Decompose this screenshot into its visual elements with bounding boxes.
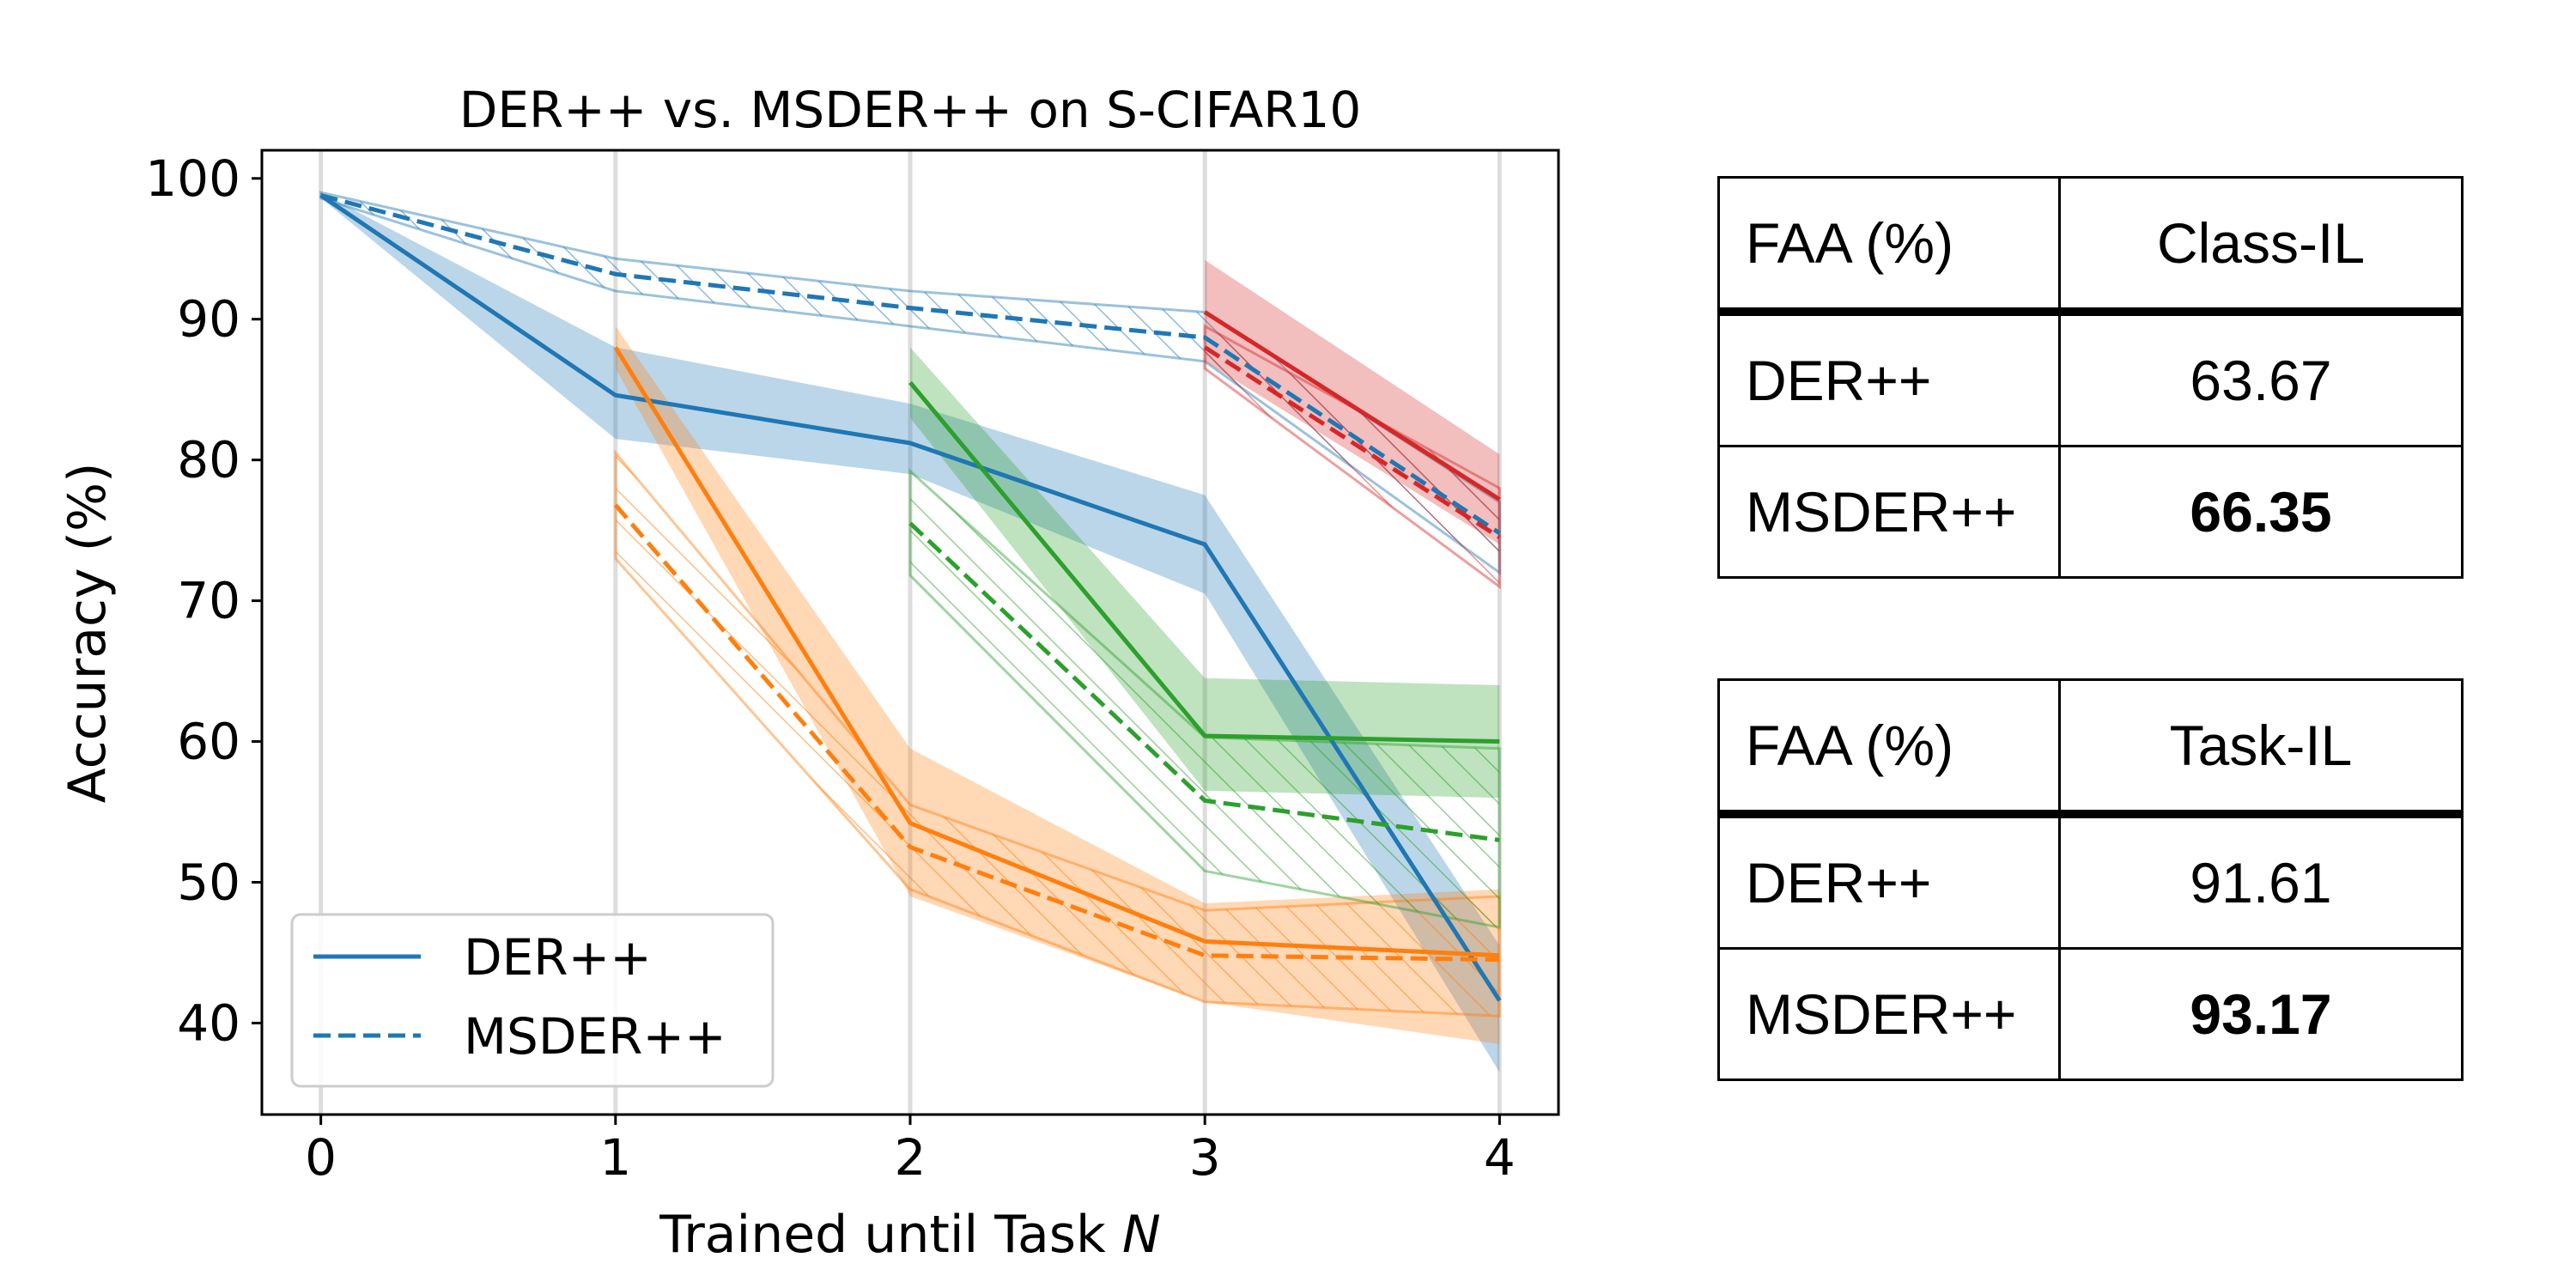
- line-task-2-msderpp: [613, 503, 1500, 963]
- task-il-row-msder-label: MSDER++: [1717, 947, 2061, 1081]
- x-axis-label: Trained until Task N: [659, 1205, 1160, 1265]
- line-task-1-derpp: [319, 193, 1502, 1002]
- x-tick-label: 2: [895, 1128, 927, 1187]
- line-task-3-derpp: [908, 380, 1500, 744]
- class-il-header-row: FAA (%) Class-IL: [1717, 176, 2464, 316]
- legend-der-label: DER++: [464, 928, 652, 987]
- task-il-header-row: FAA (%) Task-IL: [1717, 678, 2464, 818]
- accuracy-chart: DER++ vs. MSDER++ on S-CIFAR10 0 1 2 3 4 40 5…: [58, 81, 1560, 1265]
- y-axis-label: Accuracy (%): [58, 463, 118, 804]
- task-il-header-label: FAA (%): [1717, 678, 2061, 818]
- x-tick-label: 3: [1189, 1128, 1221, 1187]
- x-axis-label-text: Trained until Task: [659, 1205, 1122, 1265]
- x-axis-ticks: 0 1 2 3 4: [305, 1115, 1516, 1187]
- band-task-3-derpp: [910, 347, 1500, 799]
- y-tick-label: 100: [145, 149, 240, 208]
- legend-msder-label: MSDER++: [464, 1007, 726, 1066]
- y-tick-label: 50: [177, 853, 240, 911]
- y-axis-ticks: 40 50 60 70 80 90 100: [145, 149, 262, 1052]
- class-il-header-label: FAA (%): [1717, 176, 2061, 316]
- task-il-header-value: Task-IL: [2058, 678, 2464, 818]
- table-row: MSDER++ 66.35: [1717, 445, 2464, 579]
- x-axis-label-variable: N: [1122, 1205, 1161, 1265]
- table-row: DER++ 63.67: [1717, 310, 2464, 447]
- chart-title: DER++ vs. MSDER++ on S-CIFAR10: [459, 81, 1362, 139]
- y-tick-label: 90: [177, 290, 240, 349]
- task-il-row-msder-value: 93.17: [2058, 947, 2464, 1081]
- band-task-4-msderpp: [1203, 324, 1501, 590]
- y-tick-label: 80: [177, 431, 240, 489]
- class-il-row-der-label: DER++: [1717, 310, 2061, 447]
- table-row: MSDER++ 93.17: [1717, 947, 2464, 1081]
- table-row: DER++ 91.61: [1717, 812, 2464, 950]
- task-il-row-der-value: 91.61: [2058, 812, 2464, 950]
- band-task-1-derpp: [320, 192, 1500, 1072]
- y-tick-label: 40: [177, 993, 240, 1052]
- y-tick-label: 70: [177, 572, 240, 630]
- task-il-row-der-label: DER++: [1717, 812, 2061, 950]
- y-tick-label: 60: [177, 713, 240, 771]
- line-task-2-derpp: [613, 346, 1500, 958]
- line-task-1-msderpp: [319, 193, 1501, 536]
- x-tick-label: 1: [599, 1128, 631, 1187]
- line-task-4-derpp: [1203, 310, 1501, 501]
- class-il-row-msder-value: 66.35: [2058, 445, 2464, 579]
- series-lines: [319, 193, 1502, 1002]
- class-il-row-msder-label: MSDER++: [1717, 445, 2061, 579]
- legend: DER++ MSDER++: [290, 913, 775, 1088]
- x-tick-label: 4: [1484, 1128, 1516, 1187]
- x-tick-label: 0: [305, 1128, 337, 1187]
- task-il-table: FAA (%) Task-IL DER++ 91.61 MSDER++ 93.1…: [1717, 678, 2464, 1081]
- line-task-4-msderpp: [1203, 345, 1501, 539]
- class-il-row-der-value: 63.67: [2058, 310, 2464, 447]
- line-task-3-msderpp: [908, 521, 1500, 842]
- class-il-table: FAA (%) Class-IL DER++ 63.67 MSDER++ 66.…: [1717, 176, 2464, 579]
- class-il-header-value: Class-IL: [2058, 176, 2464, 316]
